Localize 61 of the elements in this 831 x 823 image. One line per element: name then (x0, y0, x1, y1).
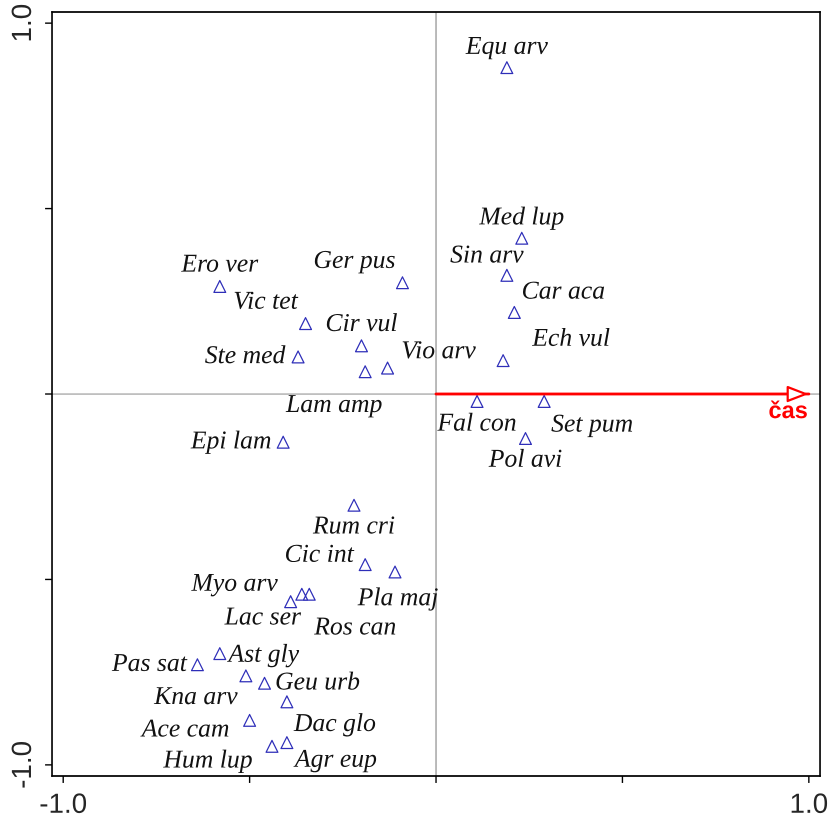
annotation: Epi lam (190, 430, 270, 454)
annotation: Rum cri (312, 516, 394, 534)
point (280, 695, 294, 708)
point (280, 736, 294, 750)
annotation: Lac ser (224, 608, 302, 625)
point (276, 436, 290, 449)
annotation: Vic tet (234, 292, 298, 310)
annotation: Car aca (522, 282, 604, 299)
annotation: Dac glo (294, 713, 376, 736)
point (258, 676, 272, 690)
point (190, 658, 204, 672)
point (500, 61, 514, 74)
point (470, 394, 484, 408)
annotation: Cic int (286, 544, 354, 562)
point (239, 669, 252, 682)
annotation: Fal con (437, 412, 516, 431)
annotation: Ger pus (314, 250, 395, 274)
annotation: Myo arv (191, 574, 278, 596)
annotation: Ace cam (140, 720, 228, 737)
annotation: Lam amp (286, 395, 382, 418)
annotation: Med lup (479, 206, 564, 230)
point (381, 362, 394, 375)
point (213, 280, 226, 293)
point (295, 588, 308, 601)
annotation: Pol avi (488, 448, 562, 467)
annotation: Pla maj (358, 587, 438, 611)
point (354, 339, 368, 352)
point (292, 350, 305, 364)
point (213, 647, 226, 660)
point (538, 394, 551, 408)
annotation: Vio arv (402, 341, 476, 359)
point (265, 740, 278, 753)
annotation: Kna arv (154, 687, 238, 704)
point (347, 498, 361, 512)
annotation: Set pum (551, 414, 632, 438)
annotation: Geu urb (276, 672, 360, 690)
point (500, 268, 514, 282)
point (518, 432, 532, 446)
point (508, 306, 521, 319)
point (358, 365, 372, 378)
annotation: Ast gly (227, 644, 300, 668)
annotation: Ste med (205, 345, 286, 364)
point (299, 317, 312, 330)
point (243, 714, 256, 727)
annotation: Ero ver (181, 254, 258, 272)
point (302, 588, 316, 601)
annotation: Hum lup (163, 750, 252, 773)
point (388, 566, 402, 579)
annotation: Agr eup (293, 750, 376, 772)
point (396, 276, 409, 290)
annotation: Equ arv (466, 37, 548, 60)
annotation: Pas sat (112, 654, 188, 672)
annotation: Sin arv (450, 245, 524, 263)
annotation: Ech vul (532, 328, 610, 346)
point (496, 354, 510, 368)
annotation: Cir vul (326, 313, 397, 332)
legend-label: čas (769, 400, 807, 418)
point (515, 232, 528, 245)
annotation: Ros can (314, 618, 396, 635)
point (284, 595, 298, 608)
point (358, 558, 372, 572)
